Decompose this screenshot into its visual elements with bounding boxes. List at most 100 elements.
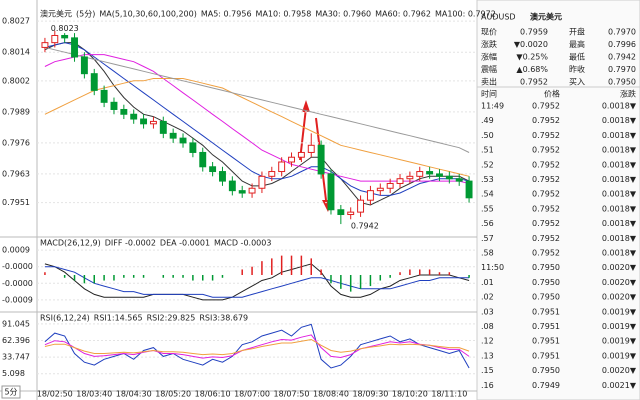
trade-time: .12 (481, 337, 494, 346)
quote-value: 0.7952 (520, 78, 548, 87)
trade-time: .49 (481, 116, 494, 125)
period-button[interactable] (1, 385, 21, 399)
arrow (302, 100, 310, 112)
y-tick-label: 0.8002 (2, 76, 30, 85)
quote-value: 0.7970 (608, 28, 636, 37)
legend-entry: MACD(26,12,9) (40, 239, 101, 248)
trade-change: 0.0018▼ (602, 160, 637, 169)
x-tick-label: 18/08:40 (313, 390, 349, 399)
trade-price: 0.7952 (532, 219, 560, 228)
trade-change: 0.0018▼ (602, 146, 637, 155)
candle-body (159, 120, 167, 134)
trade-change: 0.0019▼ (602, 351, 637, 360)
legend-entry: RSI3:38.679 (199, 314, 248, 323)
candle-body (337, 209, 345, 216)
candle-body (327, 173, 335, 211)
quote-label: 开盘 (569, 27, 585, 37)
trade-price: 0.7950 (532, 263, 560, 272)
legend-entry: RSI1:14.565 (94, 314, 143, 323)
quote-label: 现价 (481, 28, 497, 37)
trade-time: .15 (481, 366, 494, 375)
legend-entry: MA10: 0.7958 (256, 10, 312, 19)
trade-price: 0.7951 (532, 351, 560, 360)
trade-price: 0.7950 (532, 293, 560, 302)
candle-body (100, 89, 108, 103)
candle-body (465, 180, 473, 199)
candle-body (436, 173, 443, 177)
legend-entry: MA100: 0.7972 (435, 10, 496, 19)
candle-body (357, 199, 365, 213)
trade-change: 0.0020▼ (602, 263, 637, 272)
x-tick-label: 18/11:10 (431, 390, 467, 399)
candle-body (120, 108, 128, 115)
candle-body (219, 171, 226, 182)
trade-time: .16 (481, 381, 494, 390)
trade-time: .01 (481, 278, 494, 287)
trade-price: 0.7952 (532, 116, 560, 125)
table-header: 涨跌 (620, 89, 636, 99)
quote-value: 0.7996 (608, 40, 636, 49)
quote-label: 昨收 (569, 64, 585, 74)
y-tick-label: 0.7963 (2, 169, 30, 178)
candle-body (347, 211, 355, 216)
candle-body (445, 175, 453, 180)
legend-entry: (5分) (76, 10, 95, 19)
candle-body (110, 101, 118, 110)
candle-body (238, 190, 246, 194)
quote-value: 0.7959 (520, 28, 548, 37)
candle-body (426, 171, 434, 175)
y-tick-label: 33.747 (2, 353, 30, 362)
trade-time: .51 (481, 146, 494, 155)
trade-change: 0.0020▼ (602, 366, 637, 375)
trade-time: .52 (481, 160, 494, 169)
legend-entry: DEA -0.0001 (160, 239, 210, 248)
trade-change: 0.0018▼ (602, 116, 637, 125)
trade-time: .13 (481, 351, 494, 360)
trade-price: 0.7952 (532, 175, 560, 184)
quote-label: 卖出 (481, 77, 497, 87)
trade-time: .54 (481, 190, 494, 199)
trade-price: 0.7950 (532, 366, 560, 375)
trade-price: 0.7952 (532, 131, 560, 140)
x-tick-label: 18/05:20 (155, 390, 191, 399)
candle-body (179, 137, 187, 144)
trade-change: 0.0018▼ (602, 175, 637, 184)
line (44, 266, 470, 298)
trade-time: .50 (481, 131, 494, 140)
candle-body (51, 34, 59, 44)
x-tick-label: 18/06:10 (195, 390, 231, 399)
quote-label: 涨跌 (481, 39, 497, 49)
trade-price: 0.7952 (532, 146, 560, 155)
candle-body (307, 144, 315, 153)
period-button-label[interactable]: 5分 (4, 388, 17, 397)
trade-change: 0.0018▼ (602, 190, 637, 199)
x-tick-label: 18/07:00 (234, 390, 270, 399)
trade-change: 0.0018▼ (602, 249, 637, 258)
trade-change: 0.0019▼ (602, 307, 637, 316)
trade-time: .53 (481, 175, 494, 184)
trade-price: 0.7952 (532, 204, 560, 213)
trade-price: 0.7951 (532, 337, 560, 346)
y-tick-label: 0.8014 (2, 48, 30, 57)
candle-body (258, 175, 266, 189)
candle-body (288, 156, 295, 163)
trade-price: 0.7949 (532, 381, 560, 390)
y-tick-label: 5.098 (2, 369, 25, 378)
quote-value: 0.7950 (608, 78, 636, 87)
candle-body (396, 178, 404, 184)
trade-change: 0.0020▼ (602, 278, 637, 287)
trade-time: .57 (481, 234, 494, 243)
legend-entry: MA30: 0.7960 (315, 10, 371, 19)
line (44, 323, 470, 369)
candle-body (297, 151, 305, 158)
legend-entry: RSI(6,12,24) (40, 314, 90, 323)
symbol-name: 澳元美元 (530, 12, 562, 22)
trade-time: 11:49 (481, 102, 504, 111)
trade-change: 0.0018▼ (602, 102, 637, 111)
trade-time: .02 (481, 293, 494, 302)
trade-price: 0.7952 (532, 190, 560, 199)
trade-change: 0.0018▼ (602, 204, 637, 213)
quote-value: ▼0.0020 (514, 40, 548, 49)
trade-price: 0.7951 (532, 307, 560, 316)
legend-entry: DIFF -0.0002 (105, 239, 156, 248)
